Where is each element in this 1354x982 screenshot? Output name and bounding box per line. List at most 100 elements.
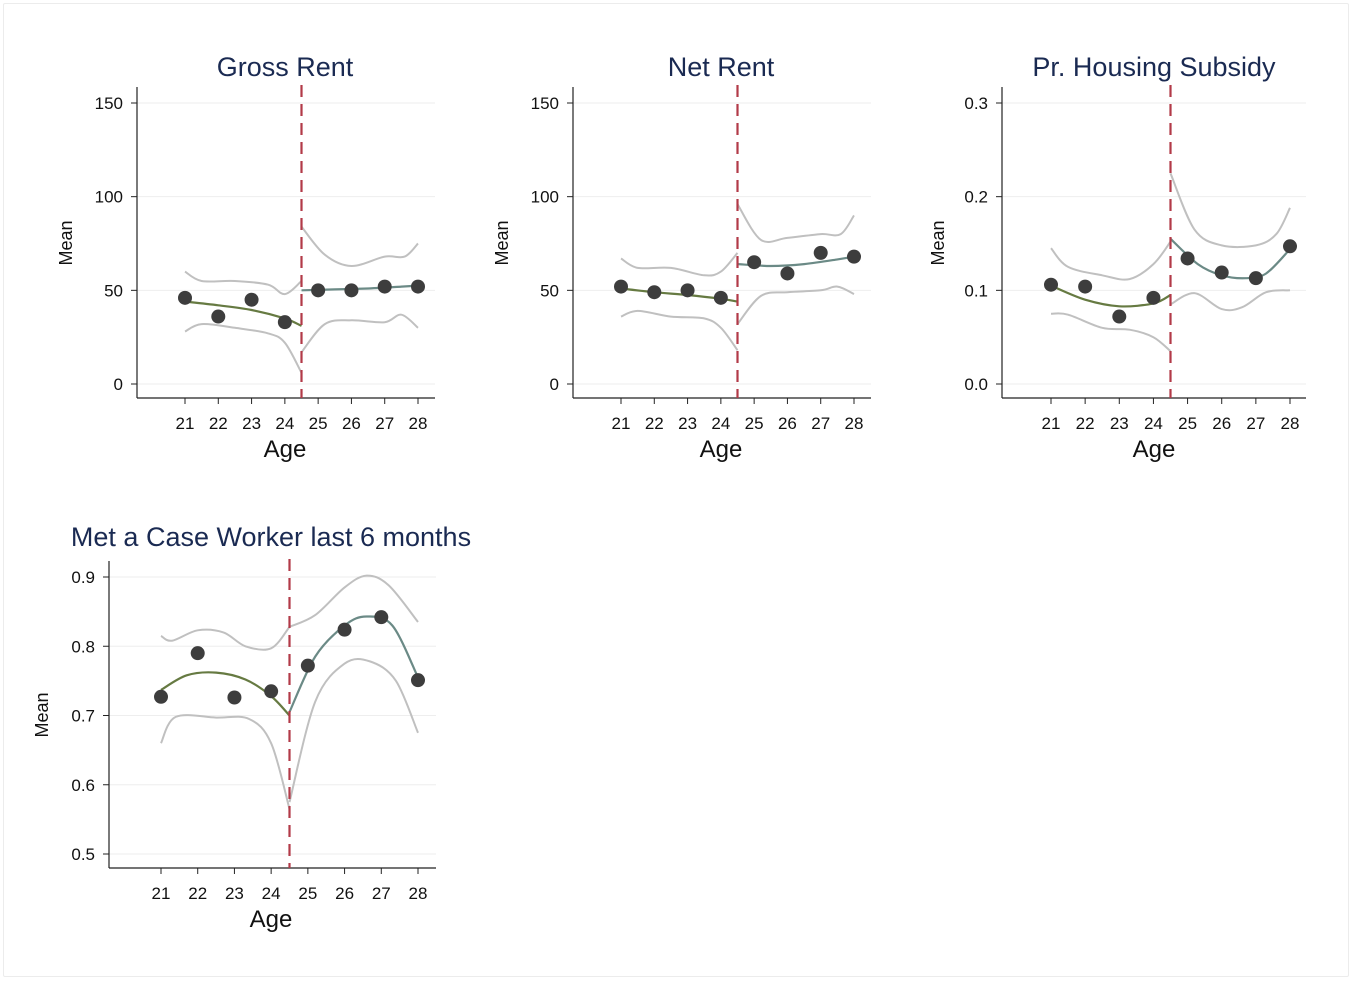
x-tick-label: 23 <box>242 414 261 433</box>
ci-upper-left-line <box>160 626 291 651</box>
data-point <box>211 309 226 324</box>
x-tick-label: 23 <box>225 884 244 903</box>
ci-lower-left-line <box>1050 312 1172 352</box>
y-tick-label: 0.3 <box>964 94 988 113</box>
data-point <box>747 255 762 270</box>
chart-panel-1: 0 50 100 150 21 22 23 24 25 26 27 28 Gross Rent Mean A… <box>56 52 435 463</box>
data-point <box>311 283 326 298</box>
x-tick-label: 22 <box>188 884 207 903</box>
data-point <box>178 290 192 305</box>
ci-upper-left-line <box>184 270 303 296</box>
data-point <box>1044 277 1058 292</box>
y-tick-label: 0.1 <box>964 281 988 300</box>
y-tick-label: 0.0 <box>964 375 988 394</box>
y-axis-label: Mean <box>492 220 512 265</box>
chart-title: Net Rent <box>668 52 775 82</box>
x-tick-label: 25 <box>298 884 317 903</box>
y-tick-label: 0.6 <box>71 776 95 795</box>
x-tick-label: 23 <box>1110 414 1129 433</box>
chart-panel-4: 0.5 0.6 0.7 0.8 0.9 21 22 23 24 25 26 27 28 Met a Cas… <box>32 522 471 933</box>
x-tick-label: 25 <box>745 414 764 433</box>
ci-lower-right-line <box>736 285 855 325</box>
x-axis-label: Age <box>1133 436 1176 463</box>
ci-lower-left-line <box>160 714 291 810</box>
data-point <box>227 690 242 705</box>
data-point <box>374 610 389 625</box>
y-tick-label: 0 <box>114 375 123 394</box>
x-tick-label: 21 <box>176 414 195 433</box>
x-tick-label: 22 <box>645 414 664 433</box>
y-tick-label: 100 <box>531 188 559 207</box>
data-point <box>813 245 828 260</box>
ci-upper-right-line <box>736 203 855 243</box>
x-tick-label: 22 <box>1076 414 1095 433</box>
x-tick-label: 26 <box>1212 414 1231 433</box>
x-tick-label: 24 <box>711 414 730 433</box>
data-point <box>277 315 292 330</box>
data-point <box>337 622 352 637</box>
y-tick-label: 0.5 <box>71 845 95 864</box>
ci-lower-right-line <box>300 313 419 353</box>
x-tick-label: 22 <box>209 414 228 433</box>
x-tick-label: 25 <box>1178 414 1197 433</box>
y-tick-label: 50 <box>104 281 123 300</box>
x-tick-label: 24 <box>1144 414 1163 433</box>
x-tick-label: 25 <box>309 414 328 433</box>
chart-title: Met a Case Worker last 6 months <box>71 522 471 552</box>
data-point <box>377 279 392 294</box>
x-tick-label: 28 <box>1281 414 1300 433</box>
data-point <box>1283 239 1297 254</box>
x-tick-label: 28 <box>409 414 428 433</box>
data-point <box>244 292 259 307</box>
x-tick-label: 28 <box>409 884 428 903</box>
data-point <box>411 279 425 294</box>
ci-lower-right-line <box>1170 289 1291 312</box>
chart-panel-3: 0.0 0.1 0.2 0.3 21 22 23 24 25 26 27 28 Pr. Housing … <box>928 52 1306 463</box>
y-tick-label: 0.7 <box>71 707 95 726</box>
chart-title: Pr. Housing Subsidy <box>1032 52 1276 82</box>
data-point <box>190 646 205 661</box>
x-tick-label: 21 <box>612 414 631 433</box>
ci-lower-left-line <box>184 322 303 374</box>
x-tick-label: 26 <box>335 884 354 903</box>
data-point <box>1146 290 1161 305</box>
x-tick-label: 26 <box>778 414 797 433</box>
x-tick-label: 27 <box>811 414 830 433</box>
data-point <box>154 689 168 704</box>
data-point <box>1078 279 1093 294</box>
data-point <box>614 279 628 294</box>
data-point <box>780 266 795 281</box>
y-tick-label: 0.2 <box>964 188 988 207</box>
x-tick-label: 28 <box>845 414 864 433</box>
x-tick-label: 27 <box>372 884 391 903</box>
data-point <box>344 283 359 298</box>
y-axis-label: Mean <box>32 692 52 737</box>
data-point <box>1112 309 1127 324</box>
x-tick-label: 27 <box>1246 414 1265 433</box>
ci-lower-right-line <box>288 657 419 803</box>
y-tick-label: 150 <box>531 94 559 113</box>
y-tick-label: 0.8 <box>71 637 95 656</box>
x-axis-label: Age <box>264 436 307 463</box>
data-point <box>847 249 861 264</box>
data-point <box>1248 271 1263 286</box>
chart-title: Gross Rent <box>217 52 354 82</box>
y-tick-label: 100 <box>95 188 123 207</box>
y-tick-label: 50 <box>540 281 559 300</box>
fit-line-right <box>1169 237 1291 280</box>
x-tick-label: 24 <box>262 884 281 903</box>
y-axis-label: Mean <box>928 220 948 265</box>
x-tick-label: 27 <box>375 414 394 433</box>
y-axis-label: Mean <box>56 220 76 265</box>
x-axis-label: Age <box>250 906 293 933</box>
data-point <box>264 684 279 699</box>
y-tick-label: 0.9 <box>71 568 95 587</box>
data-point <box>1180 251 1195 266</box>
chart-panel-2: 0 50 100 150 21 22 23 24 25 26 27 28 Net Rent Mean Age <box>492 52 871 463</box>
data-point <box>411 673 425 688</box>
data-point <box>713 290 728 305</box>
ci-lower-left-line <box>620 309 739 351</box>
x-tick-label: 21 <box>1042 414 1061 433</box>
